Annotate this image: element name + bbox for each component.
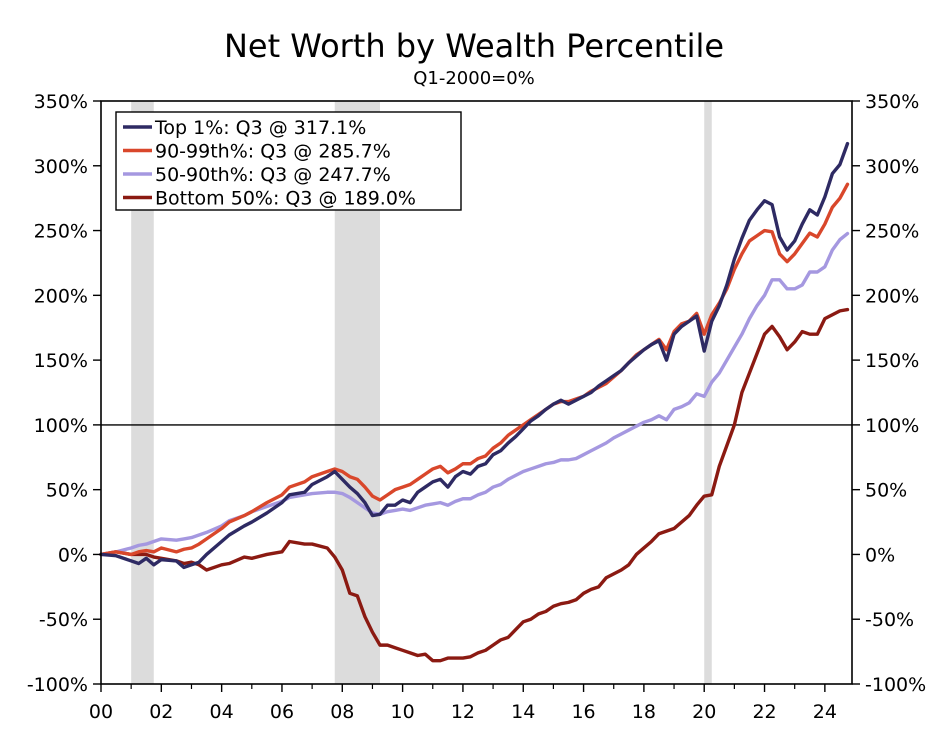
x-tick-label-11: 22	[752, 701, 776, 723]
y-tick-label-left-6: 200%	[34, 285, 88, 307]
x-tick-label-10: 20	[692, 701, 716, 723]
x-tick-label-6: 12	[451, 701, 475, 723]
x-tick-label-9: 18	[632, 701, 656, 723]
y-tick-label-left-2: 0%	[58, 544, 88, 566]
y-tick-label-right-9: 350%	[865, 91, 919, 113]
y-tick-label-left-7: 250%	[34, 221, 88, 243]
y-tick-label-right-1: -50%	[865, 609, 914, 631]
series-line-2	[99, 231, 850, 557]
y-tick-label-left-1: -50%	[39, 609, 88, 631]
chart-subtitle: Q1-2000=0%	[413, 68, 535, 89]
y-tick-label-right-4: 100%	[865, 415, 919, 437]
y-tick-label-right-0: -100%	[865, 674, 926, 696]
y-tick-label-right-2: 0%	[865, 544, 895, 566]
legend: Top 1%: Q3 @ 317.1%90-99th%: Q3 @ 285.7%…	[115, 111, 462, 211]
x-tick-label-7: 14	[511, 701, 535, 723]
x-tick-label-2: 04	[210, 701, 234, 723]
chart-title: Net Worth by Wealth Percentile	[224, 27, 724, 65]
y-tick-label-right-6: 200%	[865, 285, 919, 307]
y-tick-label-left-4: 100%	[34, 415, 88, 437]
x-tick-label-3: 06	[270, 701, 294, 723]
plot-frame	[100, 100, 853, 685]
x-tick-label-1: 02	[149, 701, 173, 723]
x-tick-label-4: 08	[330, 701, 354, 723]
y-tick-label-left-5: 150%	[34, 350, 88, 372]
series-line-3	[99, 307, 850, 663]
axis-layer: -100% -100% -50% -50% 0% 0% 50% 50% 100% 100% 150%…	[27, 91, 926, 723]
legend-label-0: Top 1%: Q3 @ 317.1%	[154, 117, 366, 139]
series-line-0	[99, 141, 850, 570]
series-line-1	[99, 182, 850, 557]
y-tick-label-left-3: 50%	[46, 480, 88, 502]
y-tick-label-left-9: 350%	[34, 91, 88, 113]
x-tick-label-0: 00	[89, 701, 113, 723]
y-tick-label-left-8: 300%	[34, 156, 88, 178]
legend-label-1: 90-99th%: Q3 @ 285.7%	[155, 141, 391, 163]
y-tick-label-right-7: 250%	[865, 221, 919, 243]
y-tick-label-right-8: 300%	[865, 156, 919, 178]
legend-box	[115, 111, 462, 211]
x-tick-label-8: 16	[571, 701, 595, 723]
x-tick-label-5: 10	[391, 701, 415, 723]
legend-label-3: Bottom 50%: Q3 @ 189.0%	[155, 188, 416, 210]
recession-band-0	[131, 101, 154, 684]
y-tick-label-right-3: 50%	[865, 480, 907, 502]
y-tick-label-right-5: 150%	[865, 350, 919, 372]
y-tick-label-left-0: -100%	[27, 674, 88, 696]
series-layer	[99, 141, 850, 663]
x-tick-label-12: 24	[813, 701, 837, 723]
legend-label-2: 50-90th%: Q3 @ 247.7%	[155, 164, 391, 186]
